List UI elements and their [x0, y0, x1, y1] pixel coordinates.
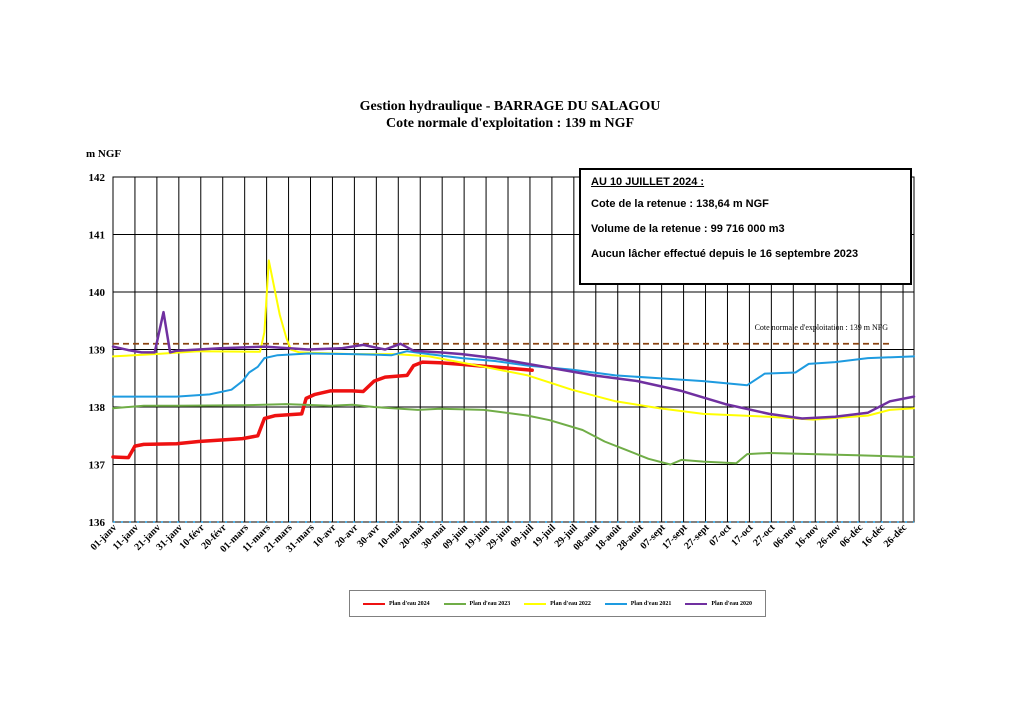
x-tick-label: 29-juin: [485, 522, 515, 552]
x-tick-label: 26-nov: [815, 522, 843, 550]
series-line-4: [112, 350, 915, 398]
x-tick-label: 10-avr: [311, 522, 339, 550]
series-line-1: [111, 360, 534, 460]
legend-item-5: Plan d'eau 2020: [685, 601, 752, 607]
y-tick-label: 140: [89, 287, 106, 299]
legend-label: Plan d'eau 2023: [469, 600, 511, 607]
annotation-volume: Volume de la retenue : 99 716 000 m3: [591, 223, 785, 235]
annotation-release: Aucun lâcher effectué depuis le 16 septe…: [591, 248, 859, 260]
y-tick-label: 139: [89, 345, 106, 357]
series-line-5: [111, 310, 916, 420]
x-tick-label: 06-déc: [838, 522, 866, 550]
x-tick-label: 06-nov: [771, 522, 799, 550]
reference-line-label: Cote normale d'exploitation : 139 m NFG: [755, 323, 889, 332]
x-tick-label: 07-oct: [707, 522, 734, 549]
y-tick-label: 141: [89, 230, 106, 242]
legend-label: Plan d'eau 2020: [711, 600, 753, 607]
legend-swatch: [362, 602, 385, 605]
legend-item-1: Plan d'eau 2024: [362, 600, 430, 607]
legend-label: Plan d'eau 2022: [550, 600, 591, 607]
x-tick-label: 17-oct: [729, 522, 756, 549]
legend-label: Plan d'eau 2021: [630, 600, 672, 607]
x-tick-label: 09-juil: [509, 522, 537, 550]
y-tick-label: 138: [89, 402, 106, 414]
legend-item-3: Plan d'eau 2022: [524, 601, 591, 607]
legend-swatch: [524, 602, 547, 605]
y-tick-label: 142: [89, 172, 106, 184]
legend-item-2: Plan d'eau 2023: [443, 600, 511, 607]
y-tick-label: 136: [89, 517, 106, 529]
x-tick-label: 27-sept: [682, 522, 712, 552]
legend-swatch: [443, 602, 466, 605]
y-tick-label: 137: [89, 460, 106, 472]
legend-item-4: Plan d'eau 2021: [604, 600, 672, 607]
legend-swatch: [604, 602, 627, 605]
series-line-2: [112, 403, 915, 466]
chart-legend: Plan d'eau 2024 Plan d'eau 2023 Plan d'eau…: [349, 590, 766, 617]
chart-title: Gestion hydraulique - BARRAGE DU SALAGOU: [359, 99, 661, 114]
chart-subtitle: Cote normale d'exploitation : 139 m NGF: [385, 116, 635, 131]
x-tick-label: 20-avr: [333, 522, 361, 550]
annotation-level: Cote de la retenue : 138,64 m NGF: [591, 198, 769, 210]
annotation-heading: AU 10 JUILLET 2024 :: [591, 176, 705, 188]
y-axis-label: m NGF: [86, 148, 122, 160]
series-line-3: [112, 259, 915, 421]
legend-label: Plan d'eau 2024: [388, 600, 430, 607]
legend-swatch: [685, 602, 708, 605]
status-annotation-box: AU 10 JUILLET 2024 : Cote de la retenue …: [579, 168, 912, 285]
x-tick-label: 16-nov: [793, 522, 821, 550]
x-tick-label: 19-juil: [531, 522, 559, 550]
x-tick-label: 16-déc: [860, 522, 888, 550]
x-tick-label: 26-déc: [882, 522, 910, 550]
